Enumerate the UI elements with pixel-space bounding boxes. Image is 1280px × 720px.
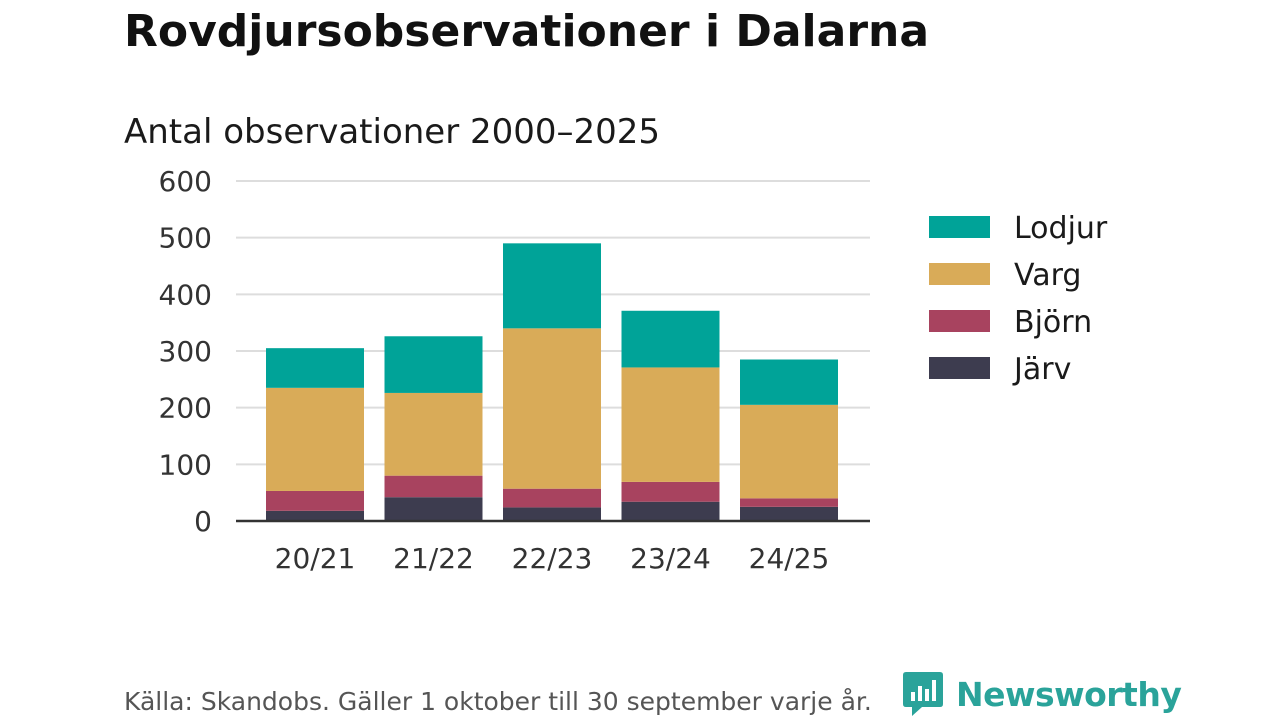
x-tick-label: 23/24 (630, 542, 711, 575)
bar-järv-22-23 (503, 507, 601, 521)
bars (266, 243, 838, 521)
x-tick-label: 20/21 (275, 542, 356, 575)
x-tick-label: 22/23 (512, 542, 593, 575)
chart-subtitle: Antal observationer 2000–2025 (124, 112, 661, 152)
bar-järv-23-24 (621, 501, 720, 521)
y-tick-label: 200 (159, 392, 212, 425)
bar-varg-22-23 (503, 328, 601, 489)
bar-björn-22-23 (503, 488, 601, 508)
bar-järv-21-22 (384, 497, 483, 521)
x-tick-label: 21/22 (393, 542, 474, 575)
legend-label-lodjur: Lodjur (1014, 211, 1108, 246)
y-tick-label: 0 (194, 505, 212, 538)
legend-swatch-järv (929, 357, 990, 379)
newsworthy-logo-icon (903, 672, 943, 716)
legend-label-björn: Björn (1014, 305, 1092, 340)
bar-varg-20-21 (266, 387, 364, 491)
bar-lodjur-22-23 (503, 243, 601, 329)
bar-björn-20-21 (266, 490, 364, 511)
y-tick-label: 600 (159, 165, 212, 198)
chart-title: Rovdjursobservationer i Dalarna (124, 6, 930, 57)
bar-varg-21-22 (384, 392, 483, 476)
legend-label-varg: Varg (1014, 258, 1081, 293)
bar-lodjur-24-25 (740, 359, 838, 405)
bar-lodjur-23-24 (621, 310, 720, 368)
x-axis-ticks: 20/21 21/22 22/23 23/24 24/25 (275, 542, 830, 575)
brand-logo[interactable]: Newsworthy (902, 670, 1182, 718)
legend-swatch-björn (929, 310, 990, 332)
y-tick-label: 500 (159, 222, 212, 255)
y-tick-label: 400 (159, 278, 212, 311)
bar-björn-23-24 (621, 481, 720, 502)
y-axis-ticks: 0 100 200 300 400 500 600 (159, 165, 212, 538)
y-tick-label: 300 (159, 335, 212, 368)
bar-lodjur-20-21 (266, 348, 364, 388)
legend: Lodjur Varg Björn Järv (929, 211, 1108, 387)
source-note: Källa: Skandobs. Gäller 1 oktober till 3… (124, 687, 872, 716)
bar-lodjur-21-22 (384, 336, 483, 393)
bar-varg-24-25 (740, 404, 838, 499)
bar-björn-21-22 (384, 475, 483, 498)
legend-swatch-lodjur (929, 216, 990, 238)
bar-järv-24-25 (740, 506, 838, 521)
legend-label-järv: Järv (1012, 352, 1071, 387)
y-tick-label: 100 (159, 448, 212, 481)
brand-name: Newsworthy (956, 674, 1182, 714)
bar-varg-23-24 (621, 367, 720, 482)
bar-björn-24-25 (740, 498, 838, 507)
legend-swatch-varg (929, 263, 990, 285)
bar-järv-20-21 (266, 510, 364, 521)
x-tick-label: 24/25 (749, 542, 830, 575)
